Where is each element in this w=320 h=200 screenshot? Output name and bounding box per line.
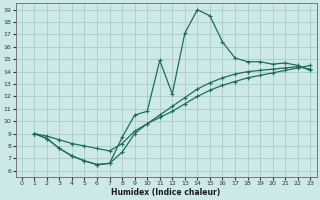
X-axis label: Humidex (Indice chaleur): Humidex (Indice chaleur) bbox=[111, 188, 221, 197]
